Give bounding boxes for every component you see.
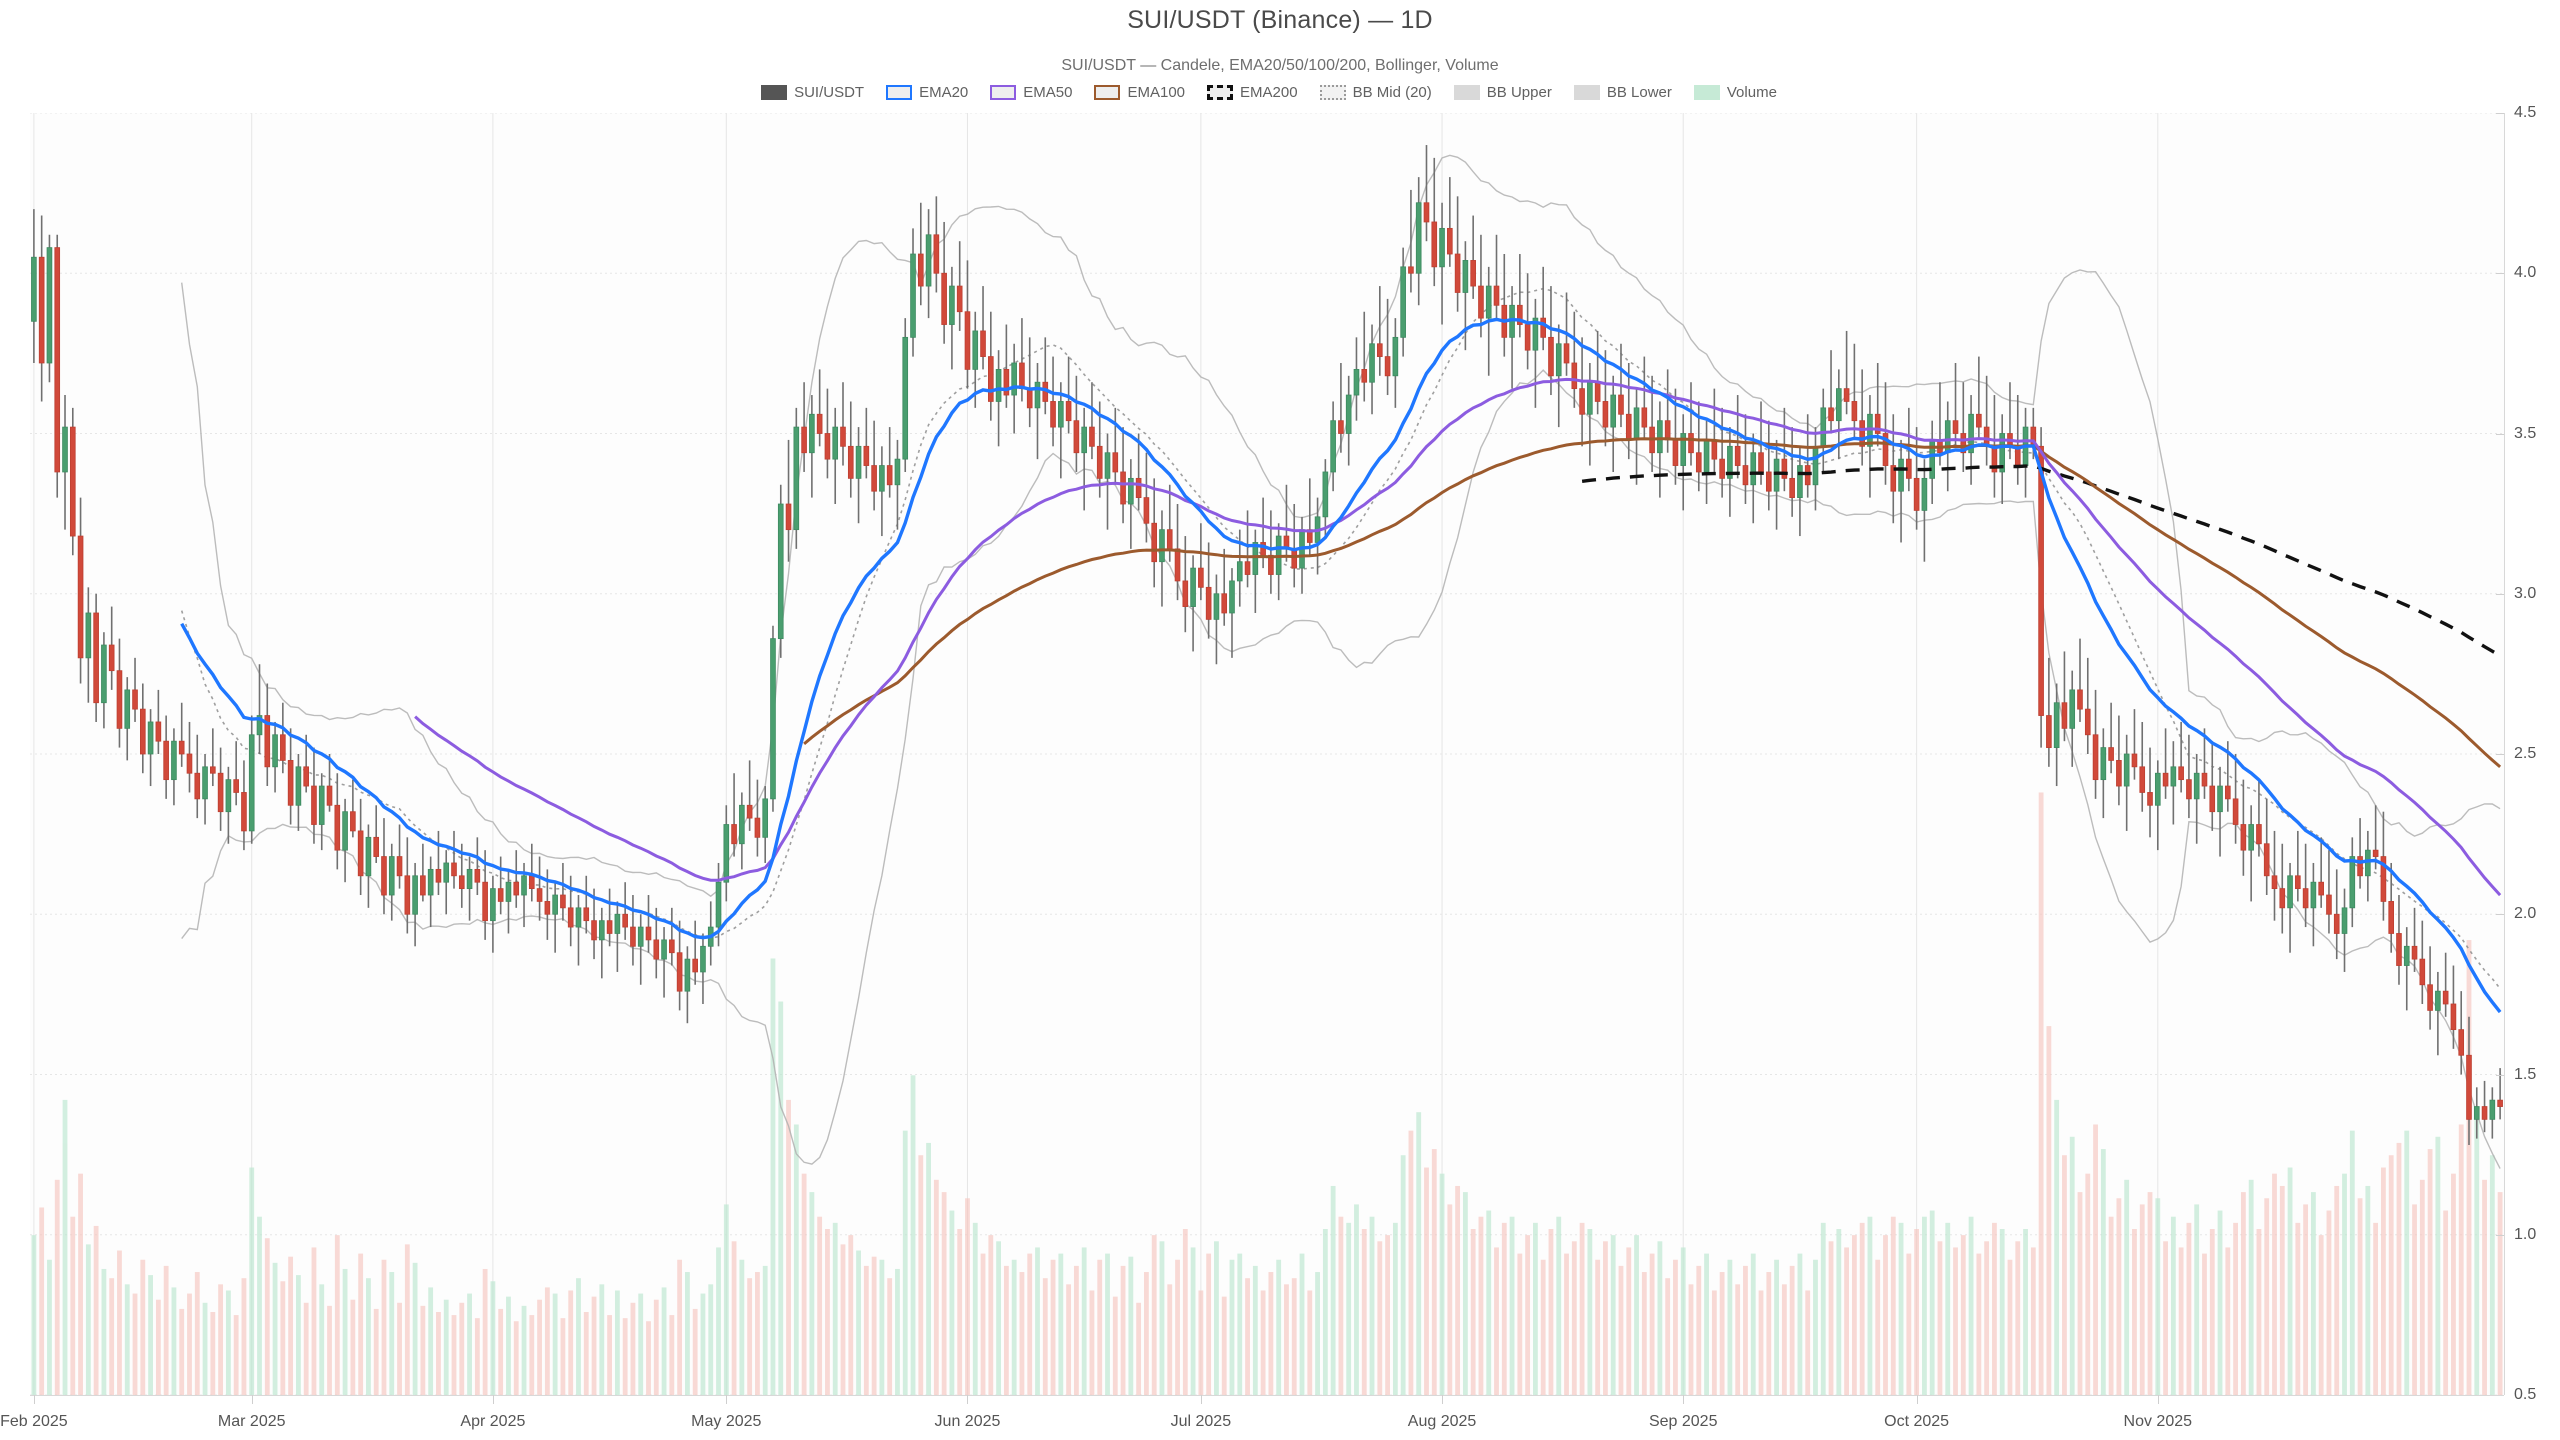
y-tick-label: 1.0: [2514, 1225, 2537, 1243]
y-tick-mark: [2496, 433, 2504, 435]
x-tick-label: Jun 2025: [934, 1413, 1001, 1430]
y-axis: 0.5 1.0 1.5 2.0 2.5 3.0 3.5 4.0 4.5: [2496, 104, 2560, 1403]
x-tick-mark: [251, 1395, 253, 1404]
legend-item-sui-usdt[interactable]: SUI/USDT: [761, 84, 864, 101]
legend-swatch: [761, 85, 788, 100]
legend-item-ema20[interactable]: EMA20: [886, 84, 968, 101]
y-tick-label: 2.5: [2514, 745, 2537, 762]
x-axis-line: [30, 1395, 2504, 1396]
y-tick-mark: [2496, 754, 2504, 755]
candles: [31, 145, 2503, 1146]
legend-label: Volume: [1726, 84, 1777, 101]
x-tick-label: Feb 2025: [0, 1413, 68, 1430]
y-tick-label: 4.5: [2514, 104, 2537, 121]
legend-label: BB Upper: [1486, 84, 1552, 101]
y-tick-mark: [2496, 113, 2504, 114]
x-tick-mark: [1200, 1395, 1202, 1404]
y-tick-mark: [2496, 273, 2504, 275]
x-tick-mark: [33, 1395, 35, 1404]
y-tick-mark: [2496, 1074, 2504, 1076]
legend-item-ema200[interactable]: EMA200: [1207, 84, 1298, 101]
y-tick-label: 3.0: [2514, 584, 2537, 602]
legend-swatch: [1453, 85, 1480, 100]
legend-swatch: [1319, 85, 1346, 100]
legend-swatch: [886, 85, 913, 100]
volume-bars: [31, 792, 2503, 1395]
gridlines: [30, 113, 2504, 1395]
x-tick-mark: [1442, 1395, 1444, 1404]
plot-area[interactable]: [30, 113, 2504, 1395]
ema-lines: [180, 317, 2502, 1014]
legend-item-bb-mid[interactable]: BB Mid (20): [1319, 84, 1432, 101]
x-tick-label: Apr 2025: [460, 1413, 526, 1430]
legend-label: SUI/USDT: [794, 84, 865, 101]
x-tick-label: Mar 2025: [217, 1413, 286, 1430]
legend-label: EMA200: [1240, 84, 1298, 101]
x-tick-mark: [2157, 1395, 2159, 1404]
x-tick-label: Aug 2025: [1407, 1413, 1477, 1430]
legend-swatch: [1693, 85, 1720, 100]
legend-label: EMA20: [919, 84, 969, 101]
chart-title: SUI/USDT (Binance) — 1D: [1127, 6, 1433, 34]
y-tick-label: 4.0: [2514, 264, 2537, 282]
x-tick-label: Nov 2025: [2123, 1413, 2193, 1430]
y-tick-label: 3.5: [2514, 424, 2537, 442]
y-tick-mark: [2496, 914, 2504, 916]
x-tick-mark: [1916, 1395, 1918, 1404]
y-tick-mark: [2496, 1234, 2504, 1236]
x-tick-mark: [726, 1395, 728, 1404]
y-tick-label: 0.5: [2514, 1386, 2537, 1403]
legend-swatch: [1094, 85, 1121, 100]
chart-legend: SUI/USDT EMA20 EMA50 EMA100 EMA200 BB Mid (20…: [0, 84, 2560, 101]
x-tick-label: Jul 2025: [1170, 1413, 1232, 1430]
legend-label: BB Mid (20): [1352, 84, 1432, 101]
y-tick-label: 1.5: [2514, 1065, 2537, 1083]
chart-subtitle: SUI/USDT — Candele, EMA20/50/100/200, Bo…: [1061, 57, 1499, 74]
y-tick-label: 2.0: [2514, 905, 2537, 923]
legend-item-ema100[interactable]: EMA100: [1094, 84, 1185, 101]
legend-item-volume[interactable]: Volume: [1693, 84, 1777, 101]
candlestick-canvas: [30, 113, 2504, 1395]
legend-item-ema50[interactable]: EMA50: [990, 84, 1072, 101]
bollinger-bands: [180, 154, 2501, 1169]
x-axis: Feb 2025 Mar 2025 Apr 2025 May 2025 Jun 2025…: [0, 1395, 2504, 1440]
x-tick-mark: [492, 1395, 494, 1404]
legend-swatch: [1573, 85, 1600, 100]
x-tick-label: Oct 2025: [1884, 1413, 1950, 1430]
y-tick-mark: [2496, 593, 2504, 595]
x-tick-mark: [1683, 1395, 1685, 1404]
legend-label: BB Lower: [1606, 84, 1672, 101]
legend-item-bb-upper[interactable]: BB Upper: [1453, 84, 1552, 101]
legend-label: EMA50: [1023, 84, 1073, 101]
x-tick-mark: [967, 1395, 969, 1404]
legend-label: EMA100: [1127, 84, 1186, 101]
x-tick-label: May 2025: [691, 1413, 762, 1430]
legend-item-bb-lower[interactable]: BB Lower: [1573, 84, 1672, 101]
x-tick-label: Sep 2025: [1648, 1413, 1718, 1430]
legend-swatch: [990, 85, 1017, 100]
y-axis-line: [2504, 113, 2505, 1395]
legend-swatch: [1207, 85, 1234, 100]
